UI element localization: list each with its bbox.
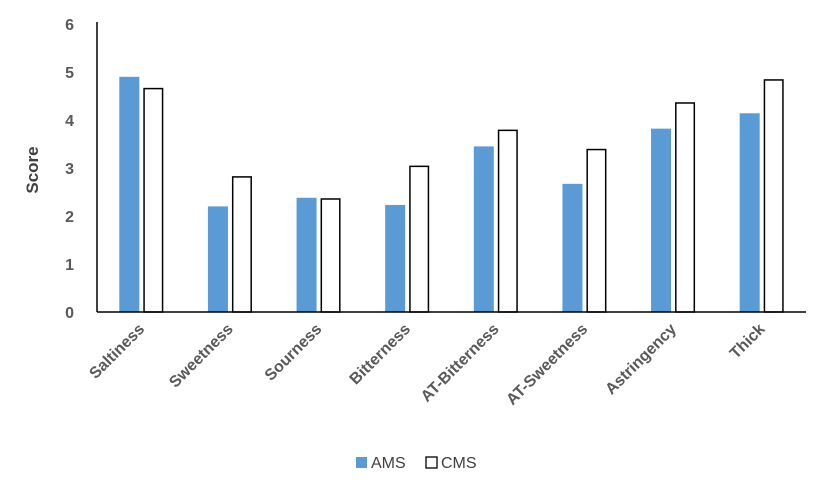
x-tick-label: AT-Sweetness bbox=[503, 321, 591, 409]
bar-cms-bitterness bbox=[409, 165, 430, 313]
x-tick-label: Sweetness bbox=[166, 321, 237, 392]
legend-label-ams: AMS bbox=[371, 455, 406, 472]
bar-ams-thick bbox=[739, 113, 760, 312]
y-tick-label: 0 bbox=[65, 305, 74, 322]
bar-ams-sweetness bbox=[207, 206, 228, 312]
bars-layer bbox=[119, 76, 784, 313]
bar-ams-bitterness bbox=[385, 204, 406, 312]
x-tick-label: Saltiness bbox=[86, 321, 148, 383]
bar-cms-at-sweetness bbox=[586, 148, 607, 313]
x-tick-labels: Saltiness Sweetness Sourness Bitterness AT-B… bbox=[86, 321, 768, 409]
y-tick-label: 3 bbox=[65, 161, 74, 178]
x-tick-label: Astringency bbox=[602, 321, 679, 398]
y-axis-title: Score bbox=[23, 146, 42, 193]
y-tick-label: 5 bbox=[65, 65, 74, 82]
y-tick-labels: 0 1 2 3 4 5 6 bbox=[65, 17, 74, 322]
x-tick-label: AT-Bitterness bbox=[418, 321, 503, 406]
legend-label-cms: CMS bbox=[441, 455, 477, 472]
bar-ams-astringency bbox=[651, 128, 672, 312]
bar-ams-saltiness bbox=[119, 76, 140, 312]
y-tick-label: 4 bbox=[65, 113, 74, 130]
bar-cms-saltiness bbox=[143, 87, 164, 313]
y-tick-label: 1 bbox=[65, 257, 74, 274]
bar-ams-at-bitterness bbox=[473, 146, 494, 312]
y-tick-label: 2 bbox=[65, 209, 74, 226]
bar-ams-sourness bbox=[296, 197, 317, 312]
legend-swatch-cms bbox=[425, 456, 438, 469]
x-tick-label: Sourness bbox=[262, 321, 326, 385]
bar-ams-at-sweetness bbox=[562, 183, 583, 312]
bar-cms-sweetness bbox=[231, 176, 252, 313]
axes-layer bbox=[96, 22, 806, 313]
legend: AMS CMS bbox=[356, 455, 477, 472]
bar-cms-astringency bbox=[675, 102, 696, 313]
bar-cms-at-bitterness bbox=[497, 129, 518, 313]
y-axis-title-group: Score bbox=[23, 146, 42, 193]
y-tick-label: 6 bbox=[65, 17, 74, 34]
bar-cms-thick bbox=[763, 79, 784, 313]
x-tick-label: Thick bbox=[727, 321, 769, 363]
x-tick-label: Bitterness bbox=[347, 321, 414, 388]
bar-cms-sourness bbox=[320, 198, 341, 313]
legend-swatch-ams bbox=[356, 457, 367, 468]
